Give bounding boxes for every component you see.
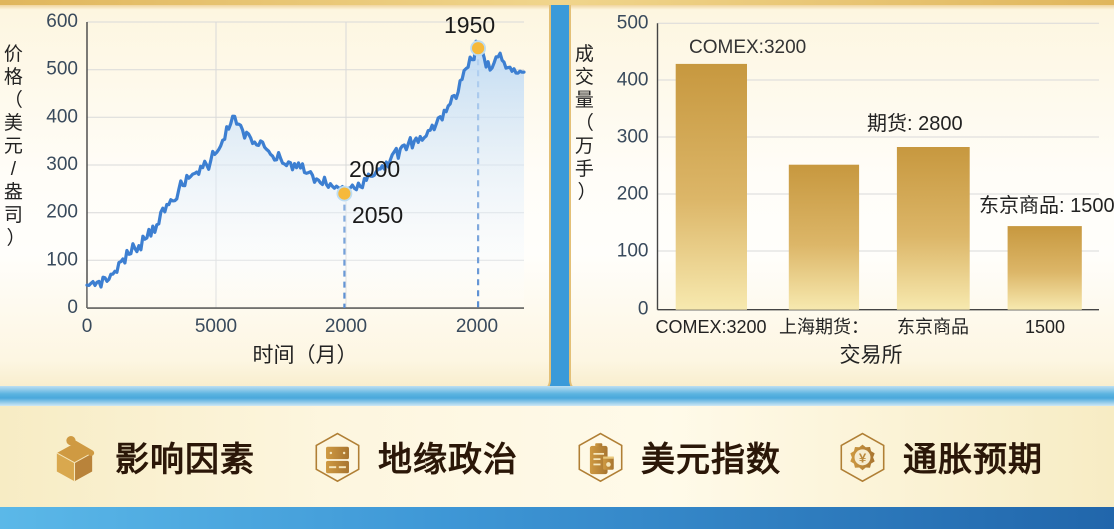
svg-text:COMEX:3200: COMEX:3200: [689, 37, 806, 58]
svg-text:500: 500: [617, 13, 649, 34]
svg-text:0: 0: [638, 299, 649, 320]
svg-text:2000: 2000: [349, 156, 400, 182]
svg-text:COMEX:3200: COMEX:3200: [655, 317, 766, 337]
svg-text:东京商品: 1500: 东京商品: 1500: [979, 194, 1114, 217]
svg-text:1950: 1950: [444, 12, 495, 38]
svg-text:成 交 量: 成 交 量 （ 万 手 ）: [575, 43, 599, 203]
svg-text:400: 400: [46, 106, 78, 127]
svg-text:5000: 5000: [195, 316, 237, 337]
svg-text:200: 200: [46, 202, 78, 223]
svg-text:¥: ¥: [859, 450, 867, 465]
svg-text:2000: 2000: [325, 316, 367, 337]
svg-text:期货: 2800: 期货: 2800: [867, 112, 963, 135]
svg-text:300: 300: [617, 126, 649, 147]
svg-text:0: 0: [82, 316, 93, 337]
svg-text:300: 300: [46, 154, 78, 175]
svg-text:600: 600: [46, 11, 78, 32]
svg-text:200: 200: [617, 183, 649, 204]
svg-text:400: 400: [617, 69, 649, 90]
svg-text:1500: 1500: [1025, 317, 1065, 337]
svg-text:100: 100: [46, 249, 78, 270]
svg-text:价 格 （: 价 格 （ 美 元 / 盎 司 ）: [4, 44, 28, 249]
svg-text:东京商品: 东京商品: [897, 317, 969, 337]
svg-text:2050: 2050: [352, 202, 403, 228]
svg-text:100: 100: [617, 240, 649, 261]
svg-text:0: 0: [67, 297, 78, 318]
svg-text:交易所: 交易所: [840, 344, 903, 367]
svg-text:2000: 2000: [456, 316, 498, 337]
svg-text:500: 500: [46, 59, 78, 80]
svg-text:上海期货：: 上海期货：: [779, 317, 869, 337]
svg-text:时间（月）: 时间（月）: [253, 344, 358, 367]
